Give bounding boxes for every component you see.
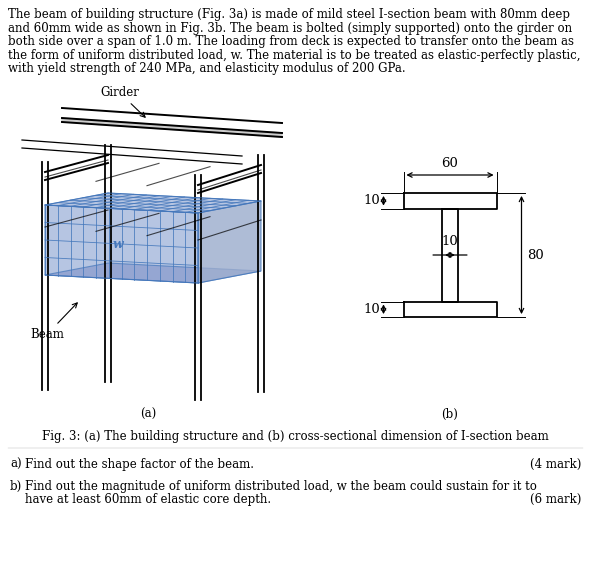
Polygon shape xyxy=(45,205,198,283)
Text: (6 mark): (6 mark) xyxy=(530,493,581,506)
Text: (4 mark): (4 mark) xyxy=(530,458,581,471)
Polygon shape xyxy=(45,263,261,283)
Text: b): b) xyxy=(10,480,22,493)
Text: Girder: Girder xyxy=(100,86,145,117)
Text: Find out the magnitude of uniform distributed load, w the beam could sustain for: Find out the magnitude of uniform distri… xyxy=(25,480,537,493)
Text: Fig. 3: (a) The building structure and (b) cross-sectional dimension of I-sectio: Fig. 3: (a) The building structure and (… xyxy=(41,430,548,443)
Polygon shape xyxy=(198,201,261,283)
Polygon shape xyxy=(45,193,261,213)
Polygon shape xyxy=(62,118,282,137)
Text: and 60mm wide as shown in Fig. 3b. The beam is bolted (simply supported) onto th: and 60mm wide as shown in Fig. 3b. The b… xyxy=(8,22,572,35)
Text: 60: 60 xyxy=(441,157,459,170)
Text: 10: 10 xyxy=(441,235,459,248)
Text: (a): (a) xyxy=(140,408,156,421)
Text: 80: 80 xyxy=(528,249,544,262)
Text: both side over a span of 1.0 m. The loading from deck is expected to transfer on: both side over a span of 1.0 m. The load… xyxy=(8,35,574,48)
Text: with yield strength of 240 MPa, and elasticity modulus of 200 GPa.: with yield strength of 240 MPa, and elas… xyxy=(8,62,405,75)
Text: Beam: Beam xyxy=(30,303,77,341)
Text: a): a) xyxy=(10,458,22,471)
Text: Find out the shape factor of the beam.: Find out the shape factor of the beam. xyxy=(25,458,254,471)
Text: have at least 60mm of elastic core depth.: have at least 60mm of elastic core depth… xyxy=(25,493,271,506)
Text: 10: 10 xyxy=(363,194,381,207)
Text: w: w xyxy=(113,238,124,251)
Text: 10: 10 xyxy=(363,303,381,316)
Text: the form of uniform distributed load, w. The material is to be treated as elasti: the form of uniform distributed load, w.… xyxy=(8,48,580,61)
Text: (b): (b) xyxy=(441,408,459,421)
Text: The beam of building structure (Fig. 3a) is made of mild steel I-section beam wi: The beam of building structure (Fig. 3a)… xyxy=(8,8,570,21)
